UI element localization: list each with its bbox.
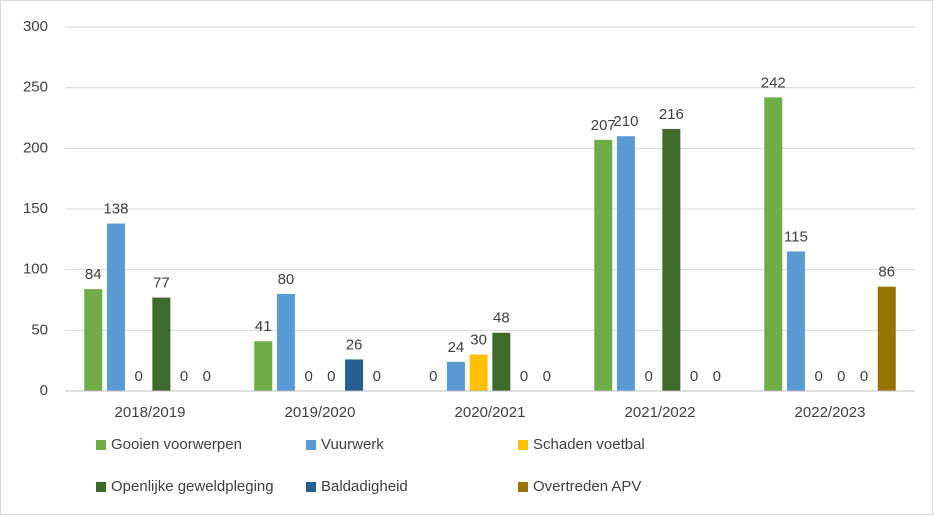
bar bbox=[254, 341, 273, 391]
data-label: 30 bbox=[470, 332, 487, 349]
legend-label: Overtreden APV bbox=[533, 478, 641, 495]
y-tick-label: 100 bbox=[23, 261, 48, 278]
data-label: 0 bbox=[814, 368, 822, 385]
data-label: 41 bbox=[255, 318, 272, 335]
y-tick-label: 0 bbox=[40, 382, 48, 399]
data-label: 0 bbox=[644, 368, 652, 385]
data-label: 86 bbox=[878, 264, 895, 281]
data-label: 0 bbox=[690, 368, 698, 385]
legend-swatch bbox=[518, 482, 528, 492]
legend-label: Baldadigheid bbox=[321, 478, 408, 495]
data-label: 0 bbox=[429, 368, 437, 385]
y-tick-label: 250 bbox=[23, 79, 48, 96]
data-label: 80 bbox=[278, 271, 295, 288]
legend-label: Openlijke geweldpleging bbox=[111, 478, 274, 495]
data-label: 0 bbox=[860, 368, 868, 385]
data-label: 0 bbox=[520, 368, 528, 385]
data-label: 0 bbox=[543, 368, 551, 385]
legend-label: Schaden voetbal bbox=[533, 436, 645, 453]
data-label: 0 bbox=[837, 368, 845, 385]
data-label: 242 bbox=[761, 74, 786, 91]
data-label: 48 bbox=[493, 310, 510, 327]
data-label: 0 bbox=[134, 368, 142, 385]
x-tick-label: 2020/2021 bbox=[455, 404, 526, 421]
data-label: 115 bbox=[784, 228, 808, 245]
legend-swatch bbox=[96, 440, 106, 450]
x-tick-label: 2018/2019 bbox=[115, 404, 186, 421]
y-tick-label: 50 bbox=[31, 321, 48, 338]
bar bbox=[594, 139, 613, 391]
bar bbox=[276, 293, 295, 391]
data-label: 26 bbox=[346, 336, 363, 353]
bar bbox=[152, 297, 171, 391]
data-label: 0 bbox=[373, 368, 381, 385]
x-tick-label: 2021/2022 bbox=[625, 404, 696, 421]
bar bbox=[662, 128, 681, 392]
bar bbox=[106, 223, 125, 391]
data-label: 0 bbox=[304, 368, 312, 385]
data-label: 0 bbox=[713, 368, 721, 385]
y-tick-label: 200 bbox=[23, 139, 48, 156]
legend-swatch bbox=[96, 482, 106, 492]
data-label: 77 bbox=[153, 275, 170, 292]
y-tick-label: 300 bbox=[23, 18, 48, 35]
bar bbox=[786, 251, 805, 391]
bar bbox=[492, 332, 511, 391]
bar bbox=[764, 97, 783, 391]
x-tick-label: 2019/2020 bbox=[285, 404, 356, 421]
legend-swatch bbox=[306, 482, 316, 492]
data-label: 0 bbox=[180, 368, 188, 385]
bar bbox=[446, 361, 465, 391]
data-label: 0 bbox=[327, 368, 335, 385]
legend-swatch bbox=[306, 440, 316, 450]
data-label: 207 bbox=[591, 117, 616, 134]
data-label: 138 bbox=[103, 201, 128, 218]
data-label: 0 bbox=[203, 368, 211, 385]
data-label: 24 bbox=[448, 339, 465, 356]
y-tick-label: 150 bbox=[23, 200, 48, 217]
legend-label: Vuurwerk bbox=[321, 436, 384, 453]
data-label: 216 bbox=[659, 106, 684, 123]
legend-swatch bbox=[518, 440, 528, 450]
legend-label: Gooien voorwerpen bbox=[111, 436, 242, 453]
bar bbox=[616, 136, 635, 391]
bar bbox=[84, 289, 103, 391]
data-label: 210 bbox=[613, 113, 638, 130]
bar bbox=[877, 286, 896, 391]
x-tick-label: 2022/2023 bbox=[795, 404, 866, 421]
data-label: 84 bbox=[85, 266, 102, 283]
bar bbox=[345, 359, 364, 391]
bar bbox=[469, 354, 488, 391]
